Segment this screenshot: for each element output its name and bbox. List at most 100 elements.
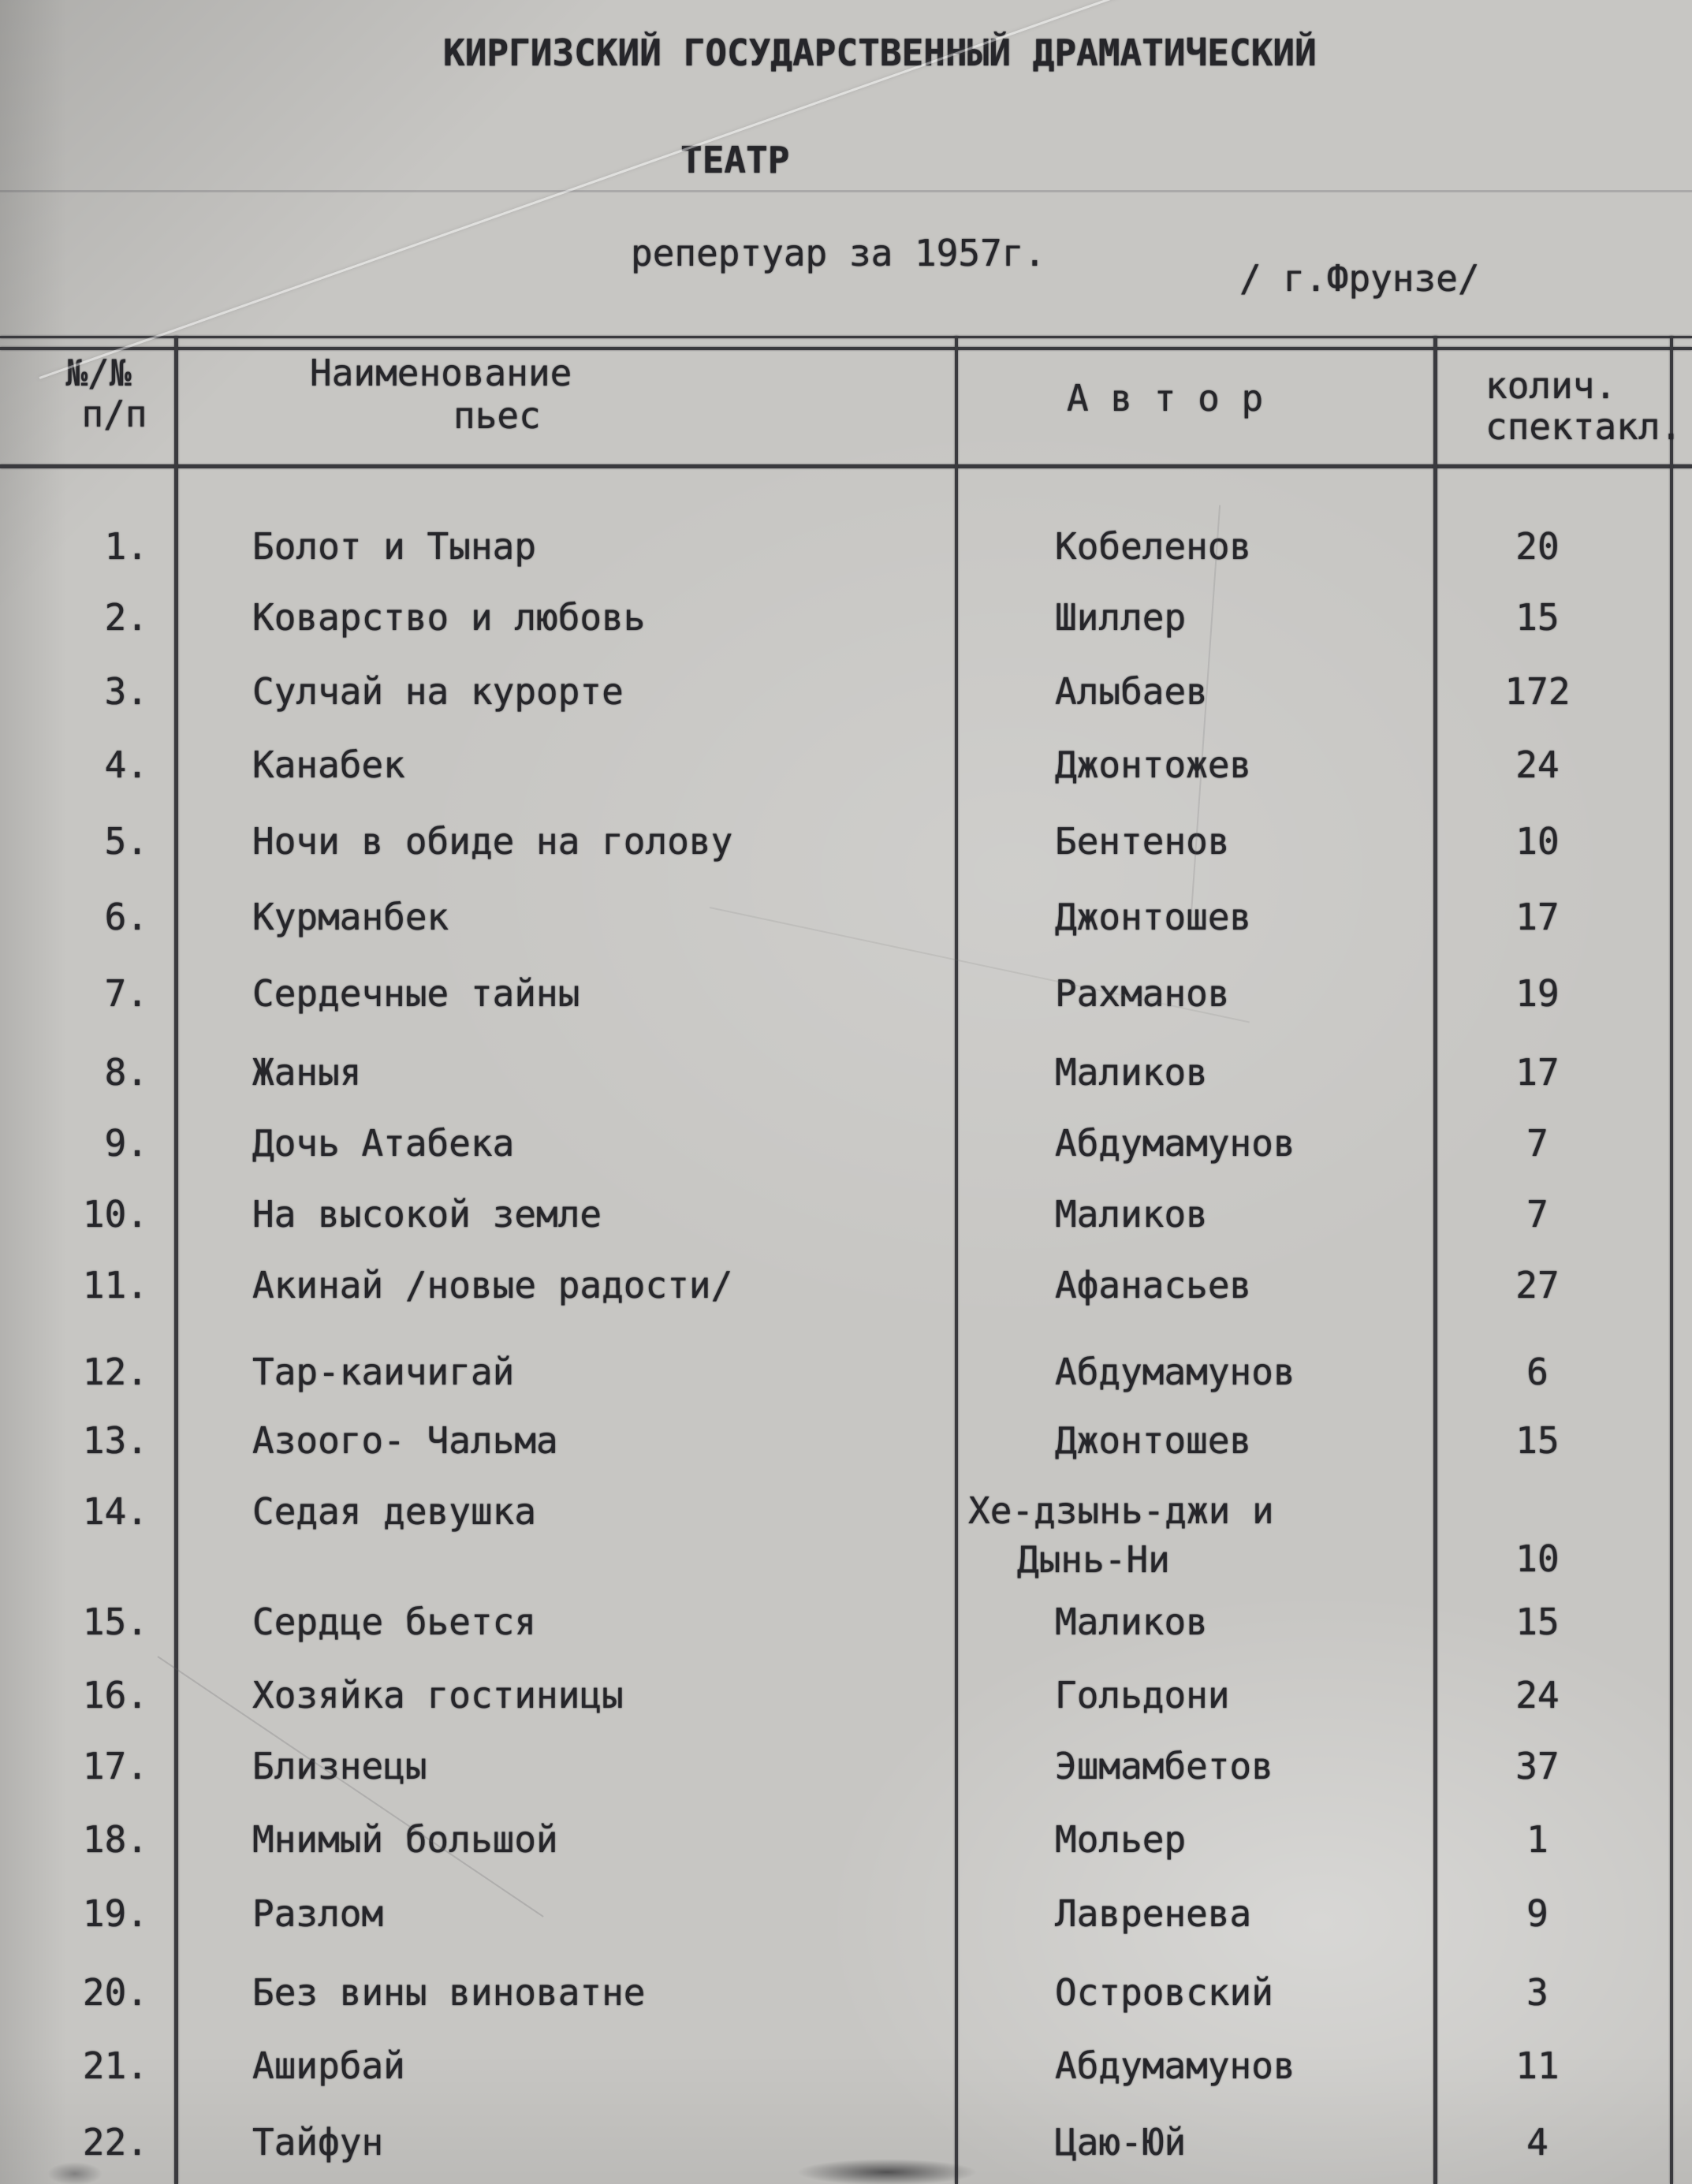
play-author: Гольдони: [1055, 1674, 1230, 1716]
row-number: 14.: [82, 1490, 148, 1533]
row-number: 10.: [82, 1193, 148, 1235]
play-title: Коварство и любовь: [252, 596, 646, 639]
table-column-divider-2: [955, 336, 958, 2184]
play-author: Эшмамбетов: [1055, 1745, 1273, 1787]
row-number: 11.: [82, 1264, 148, 1306]
play-title: Сердечные тайны: [252, 972, 580, 1015]
table-row: 1. Болот и Тынар Кобеленов 20: [0, 521, 1692, 572]
table-row: 3. Сулчай на курорте Алыбаев 172: [0, 666, 1692, 717]
table-column-divider-1: [174, 336, 178, 2184]
header-count-line2: спектакл.: [1485, 405, 1683, 448]
row-number: 5.: [104, 820, 148, 863]
play-title: На высокой земле: [252, 1193, 602, 1235]
document-title-line2: ТЕАТР: [680, 139, 790, 181]
play-author-line2: Дынь-Ни: [1017, 1538, 1170, 1581]
play-author: Джонтошев: [1055, 1419, 1252, 1462]
play-title: Акинай /новые радости/: [252, 1264, 733, 1306]
performance-count: 172: [1504, 670, 1571, 713]
play-title: Ночи в обиде на голову: [252, 820, 733, 863]
row-number: 17.: [82, 1745, 148, 1787]
play-title: Сулчай на курорте: [252, 670, 624, 713]
table-top-border-outer: [0, 336, 1692, 338]
table-row: 6. Курманбек Джонтошев 17: [0, 892, 1692, 942]
table-right-border: [1670, 336, 1673, 2184]
performance-count: 10: [1515, 820, 1560, 863]
play-author: Афанасьев: [1055, 1264, 1252, 1306]
play-author: Абдумамунов: [1055, 1351, 1295, 1393]
play-title: Аширбай: [252, 2044, 405, 2087]
header-num-line1: №/№: [65, 352, 132, 394]
table-row: 5. Ночи в обиде на голову Бентенов 10: [0, 816, 1692, 867]
play-author: Маликов: [1055, 1601, 1208, 1643]
performance-count: 17: [1515, 896, 1560, 938]
performance-count: 3: [1526, 1971, 1549, 2014]
row-number: 15.: [82, 1601, 148, 1643]
row-number: 3.: [104, 670, 148, 713]
performance-count: 9: [1526, 1892, 1549, 1935]
table-row: 21. Аширбай Абдумамунов 11: [0, 2041, 1692, 2091]
play-author: Шиллер: [1055, 596, 1187, 639]
play-title: Болот и Тынар: [252, 525, 537, 568]
performance-count: 19: [1515, 972, 1560, 1015]
play-author: Хе-дзынь-джи и Дынь-Ни: [968, 1486, 1274, 1584]
document-subtitle: репертуар за 1957г.: [631, 232, 1046, 274]
table-row: 17. Близнецы Эшмамбетов 37: [0, 1741, 1692, 1791]
table-row: 20. Без вины виноватне Островский 3: [0, 1967, 1692, 2018]
document-title-line1: КИРГИЗСКИЙ ГОСУДАРСТВЕННЫЙ ДРАМАТИЧЕСКИЙ: [443, 32, 1317, 74]
table-row: 16. Хозяйка гостиницы Гольдони 24: [0, 1670, 1692, 1720]
performance-count: 15: [1515, 1419, 1560, 1462]
performance-count: 24: [1515, 744, 1560, 786]
play-title: Разлом: [252, 1892, 384, 1935]
row-number: 2.: [104, 596, 148, 639]
play-author: Бентенов: [1055, 820, 1230, 863]
performance-count: 11: [1515, 2044, 1560, 2087]
table-row: 8. Жаныя Маликов 17: [0, 1047, 1692, 1098]
play-title: Тайфун: [252, 2121, 384, 2164]
play-author: Джонтошев: [1055, 896, 1252, 938]
table-row: 18. Мнимый большой Мольер 1: [0, 1814, 1692, 1865]
performance-count: 15: [1515, 1601, 1560, 1643]
row-number: 21.: [82, 2044, 148, 2087]
table-row: 2. Коварство и любовь Шиллер 15: [0, 592, 1692, 643]
row-number: 22.: [82, 2121, 148, 2164]
play-author: Маликов: [1055, 1051, 1208, 1094]
header-name-line1: Наименование: [310, 352, 572, 394]
play-author: Рахманов: [1055, 972, 1230, 1015]
table-row: 4. Канабек Джонтожев 24: [0, 740, 1692, 790]
header-num-line2: п/п: [81, 393, 147, 435]
table-top-border-inner: [0, 347, 1692, 350]
performance-count: 4: [1526, 2121, 1549, 2164]
play-title: Седая девушка: [252, 1490, 537, 1533]
row-number: 12.: [82, 1351, 148, 1393]
play-author: Кобеленов: [1055, 525, 1252, 568]
table-row: 12. Тар-каичигай Абдумамунов 6: [0, 1347, 1692, 1397]
row-number: 1.: [104, 525, 148, 568]
performance-count: 10: [1515, 1537, 1560, 1580]
row-number: 7.: [104, 972, 148, 1015]
table-header-bottom-border: [0, 464, 1692, 468]
location-note: / г.Фрунзе/: [1239, 257, 1480, 300]
play-author: Алыбаев: [1055, 670, 1208, 713]
performance-count: 15: [1515, 596, 1560, 639]
table-row: 14. Седая девушка Хе-дзынь-джи и Дынь-Ни …: [0, 1486, 1692, 1589]
row-number: 13.: [82, 1419, 148, 1462]
row-number: 8.: [104, 1051, 148, 1094]
table-row: 15. Сердце бьется Маликов 15: [0, 1597, 1692, 1647]
play-author: Лавренева: [1055, 1892, 1252, 1935]
play-author: Абдумамунов: [1055, 2044, 1295, 2087]
performance-count: 17: [1515, 1051, 1560, 1094]
play-title: Азоого- Чальма: [252, 1419, 558, 1462]
play-title: Мнимый большой: [252, 1818, 558, 1861]
play-title: Сердце бьется: [252, 1601, 537, 1643]
play-title: Дочь Атабека: [252, 1122, 515, 1165]
table-row: 9. Дочь Атабека Абдумамунов 7: [0, 1118, 1692, 1168]
row-number: 18.: [82, 1818, 148, 1861]
header-name-line2: пьес: [453, 394, 541, 437]
play-title: Хозяйка гостиницы: [252, 1674, 624, 1716]
table-row: 13. Азоого- Чальма Джонтошев 15: [0, 1415, 1692, 1466]
table-row: 7. Сердечные тайны Рахманов 19: [0, 968, 1692, 1019]
performance-count: 7: [1526, 1193, 1549, 1235]
play-author: Островский: [1055, 1971, 1273, 2014]
row-number: 6.: [104, 896, 148, 938]
